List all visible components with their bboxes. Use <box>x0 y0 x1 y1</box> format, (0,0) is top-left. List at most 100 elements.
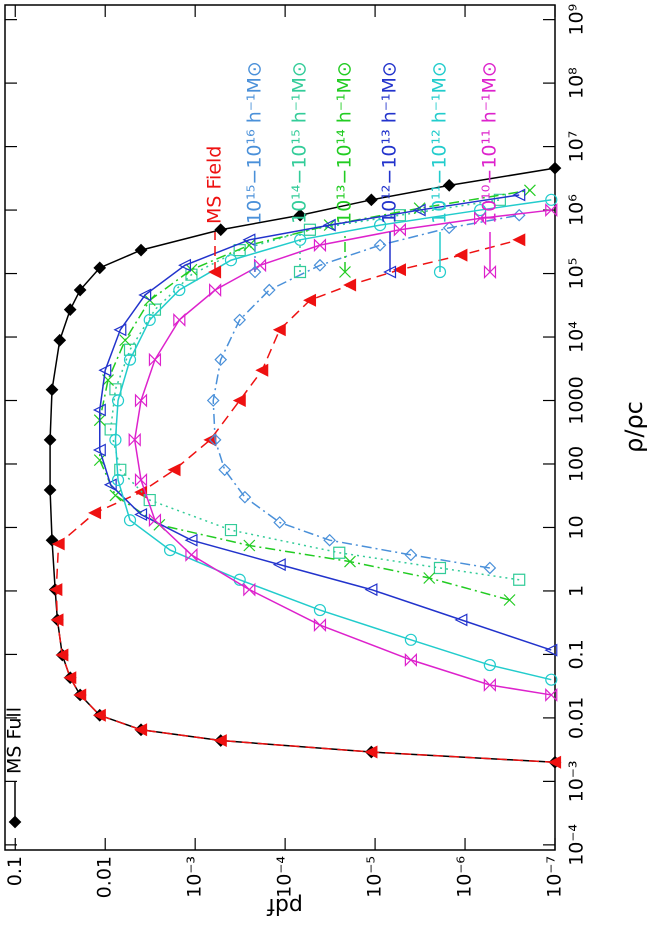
marker <box>454 248 468 262</box>
marker <box>272 323 286 337</box>
marker <box>545 203 558 218</box>
marker <box>293 208 307 222</box>
marker <box>178 258 192 272</box>
marker <box>184 533 198 547</box>
marker <box>45 383 59 397</box>
marker <box>313 238 327 253</box>
legend-label: 10¹³−10¹⁴ h⁻¹M⊙ <box>334 61 356 224</box>
marker <box>53 333 67 347</box>
marker <box>173 283 186 297</box>
marker <box>545 193 558 206</box>
marker <box>185 547 198 562</box>
marker <box>111 394 125 407</box>
marker <box>209 283 222 297</box>
marker <box>243 539 256 552</box>
marker <box>512 233 526 247</box>
series-line <box>114 199 552 681</box>
x-tick-label: 10⁻³ <box>566 760 588 802</box>
marker <box>167 463 181 477</box>
marker <box>548 755 562 769</box>
marker <box>393 263 406 277</box>
y-tick-label: 0.01 <box>94 856 116 898</box>
legend-marker <box>248 265 262 279</box>
legend-marker <box>8 815 22 829</box>
marker <box>544 643 558 657</box>
marker <box>232 394 246 407</box>
marker <box>404 652 417 667</box>
marker <box>303 293 317 307</box>
marker <box>113 323 127 337</box>
marker <box>134 508 148 521</box>
marker <box>333 546 346 559</box>
x-tick-label: 0.1 <box>566 639 588 669</box>
marker <box>365 193 378 207</box>
marker <box>413 202 426 215</box>
x-tick-label: 1000 <box>566 376 588 424</box>
marker <box>412 203 426 217</box>
y-tick-label: 0.1 <box>4 856 26 886</box>
y-tick-label: 10⁻⁵ <box>364 856 386 898</box>
marker <box>483 561 497 575</box>
marker <box>214 353 228 367</box>
marker <box>243 582 256 597</box>
marker <box>393 222 406 237</box>
x-tick-label: 10⁹ <box>566 4 588 36</box>
legend-marker <box>433 265 447 279</box>
legend-item: 10¹¹−10¹² h⁻¹M⊙ <box>429 61 451 279</box>
marker <box>313 618 327 633</box>
marker <box>233 313 247 327</box>
marker <box>51 537 65 551</box>
plot-rotated: pdf ρ/ρc 10⁻⁴ 10⁻³ 0.01 0.1 1 10 100 1000 10⁴ 10⁵… <box>4 4 649 918</box>
marker <box>364 583 378 597</box>
marker <box>92 708 106 722</box>
marker <box>143 313 156 327</box>
x-tick-label: 10⁻⁴ <box>566 824 588 866</box>
marker <box>242 233 256 247</box>
marker <box>404 633 417 646</box>
marker <box>512 188 526 202</box>
marker <box>253 258 267 273</box>
marker <box>143 493 156 507</box>
x-tick-label: 10⁶ <box>566 194 588 226</box>
marker <box>73 283 87 297</box>
marker <box>214 223 228 237</box>
x-tick-label: 10⁷ <box>566 131 588 163</box>
x-tick-label: 10⁴ <box>566 321 588 353</box>
marker <box>49 583 63 597</box>
marker <box>63 303 77 316</box>
marker <box>134 393 148 408</box>
plot-frame <box>4 4 556 851</box>
marker <box>92 403 106 417</box>
marker <box>114 463 127 476</box>
marker <box>513 573 526 586</box>
marker <box>206 394 220 407</box>
marker <box>423 572 436 584</box>
legend-item: 10¹⁵−10¹⁶ h⁻¹M⊙ <box>244 61 266 279</box>
legend-label: 10¹⁵−10¹⁶ h⁻¹M⊙ <box>244 61 266 224</box>
marker <box>512 208 526 222</box>
marker <box>523 184 536 197</box>
marker <box>483 658 496 672</box>
marker <box>474 203 487 217</box>
marker <box>185 263 198 276</box>
y-axis-label: pdf <box>266 893 303 918</box>
legend-item: 10¹⁰−10¹¹ h⁻¹M⊙ <box>479 61 501 279</box>
marker <box>255 363 269 377</box>
x-tick-label: 100 <box>566 446 588 482</box>
marker <box>50 613 64 627</box>
x-tick-label: 10⁵ <box>566 258 588 290</box>
marker <box>273 516 287 529</box>
marker <box>111 473 125 487</box>
marker <box>148 352 162 367</box>
marker <box>213 734 227 748</box>
marker <box>43 433 57 447</box>
marker <box>109 489 122 502</box>
marker <box>433 561 447 575</box>
marker <box>322 218 336 232</box>
marker <box>373 238 387 252</box>
legend-item: MS Field <box>204 146 226 279</box>
marker <box>148 303 162 316</box>
marker <box>323 533 336 547</box>
legend-item: MS Full <box>4 707 26 829</box>
marker <box>218 463 232 477</box>
